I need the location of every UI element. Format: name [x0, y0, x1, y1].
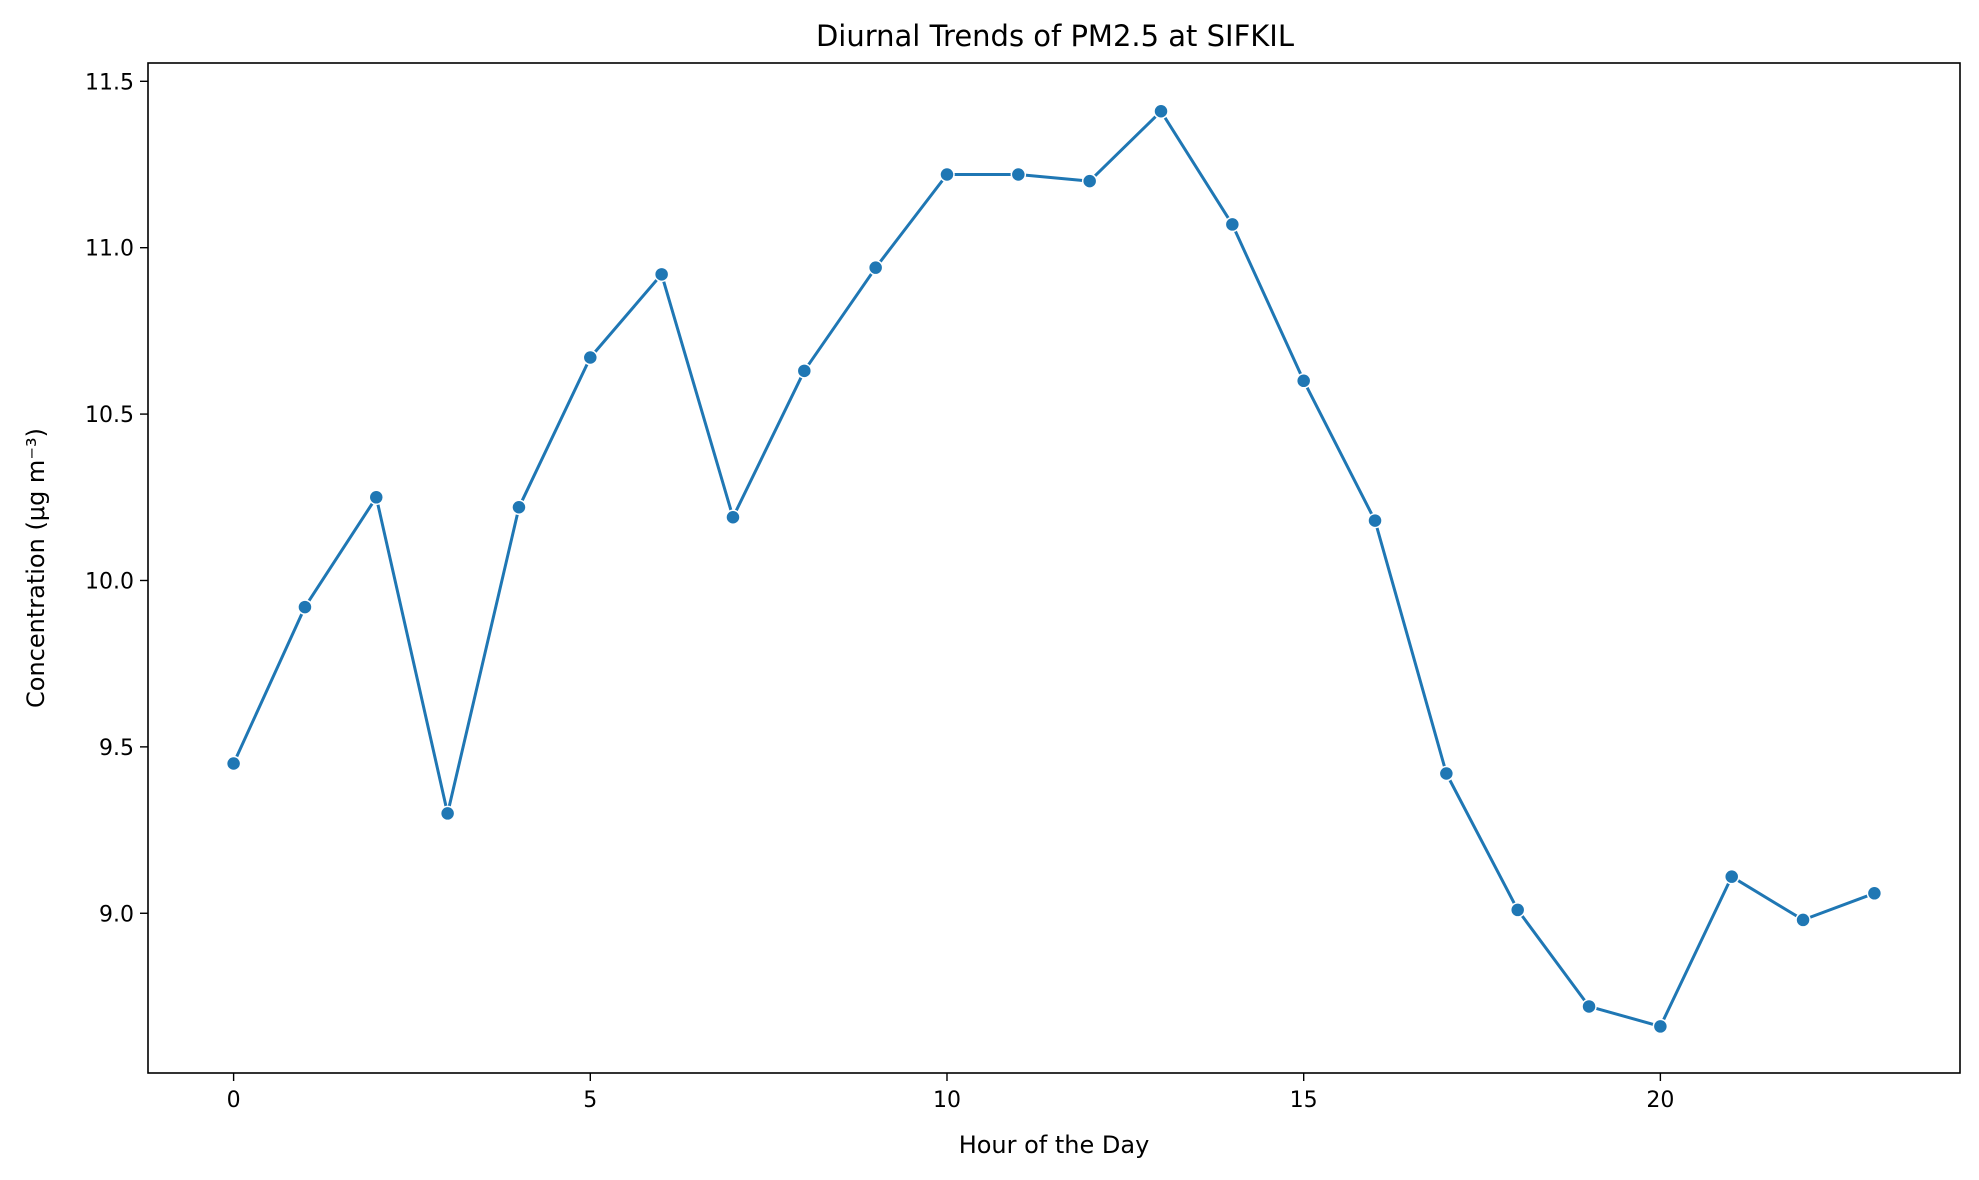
data-point — [1795, 912, 1811, 928]
data-point — [1081, 173, 1098, 189]
y-axis: 9.0 9.5 10.0 10.5 11.0 11.5 — [85, 70, 148, 927]
x-axis: 0 5 10 15 20 — [227, 1073, 1674, 1113]
data-point — [1367, 512, 1383, 529]
x-tick-label: 10 — [933, 1088, 961, 1113]
data-point — [582, 349, 599, 366]
data-point — [368, 489, 385, 506]
data-point — [867, 259, 884, 276]
y-axis-label: Concentration (μg m⁻³) — [22, 428, 50, 708]
x-tick-label: 5 — [583, 1088, 597, 1113]
data-points — [225, 103, 1883, 1035]
y-tick-label: 9.0 — [99, 902, 134, 927]
data-point — [1224, 216, 1241, 233]
data-point — [1010, 166, 1027, 183]
y-tick-label: 9.5 — [99, 736, 134, 761]
y-tick-label: 11.0 — [85, 237, 134, 262]
chart-title: Diurnal Trends of PM2.5 at SIFKIL — [816, 19, 1294, 53]
data-point — [1723, 868, 1740, 885]
data-point — [297, 599, 313, 615]
data-point — [511, 499, 527, 516]
data-point — [1295, 373, 1312, 389]
x-tick-label: 20 — [1646, 1088, 1674, 1113]
x-tick-label: 0 — [227, 1088, 241, 1113]
x-axis-label: Hour of the Day — [959, 1131, 1150, 1159]
data-point — [1509, 902, 1526, 918]
plot-frame — [147, 62, 1961, 1074]
plot-area: 0 5 10 15 20 9.0 9.5 10.0 10.5 11.0 11.5 — [85, 62, 1961, 1113]
data-point — [725, 509, 741, 526]
y-tick-label: 10.5 — [85, 403, 134, 428]
x-tick-label: 15 — [1290, 1088, 1318, 1113]
data-point — [1153, 103, 1169, 120]
data-point — [939, 166, 955, 183]
data-point — [1866, 885, 1883, 902]
y-tick-label: 10.0 — [85, 569, 134, 594]
data-point — [1438, 765, 1455, 782]
data-point — [225, 755, 242, 772]
data-point — [1652, 1018, 1669, 1035]
data-point — [439, 805, 456, 822]
data-point — [653, 266, 670, 283]
data-point — [1581, 998, 1597, 1015]
data-point — [796, 363, 813, 379]
y-tick-label: 11.5 — [85, 70, 134, 95]
series-line — [232, 109, 1875, 1028]
